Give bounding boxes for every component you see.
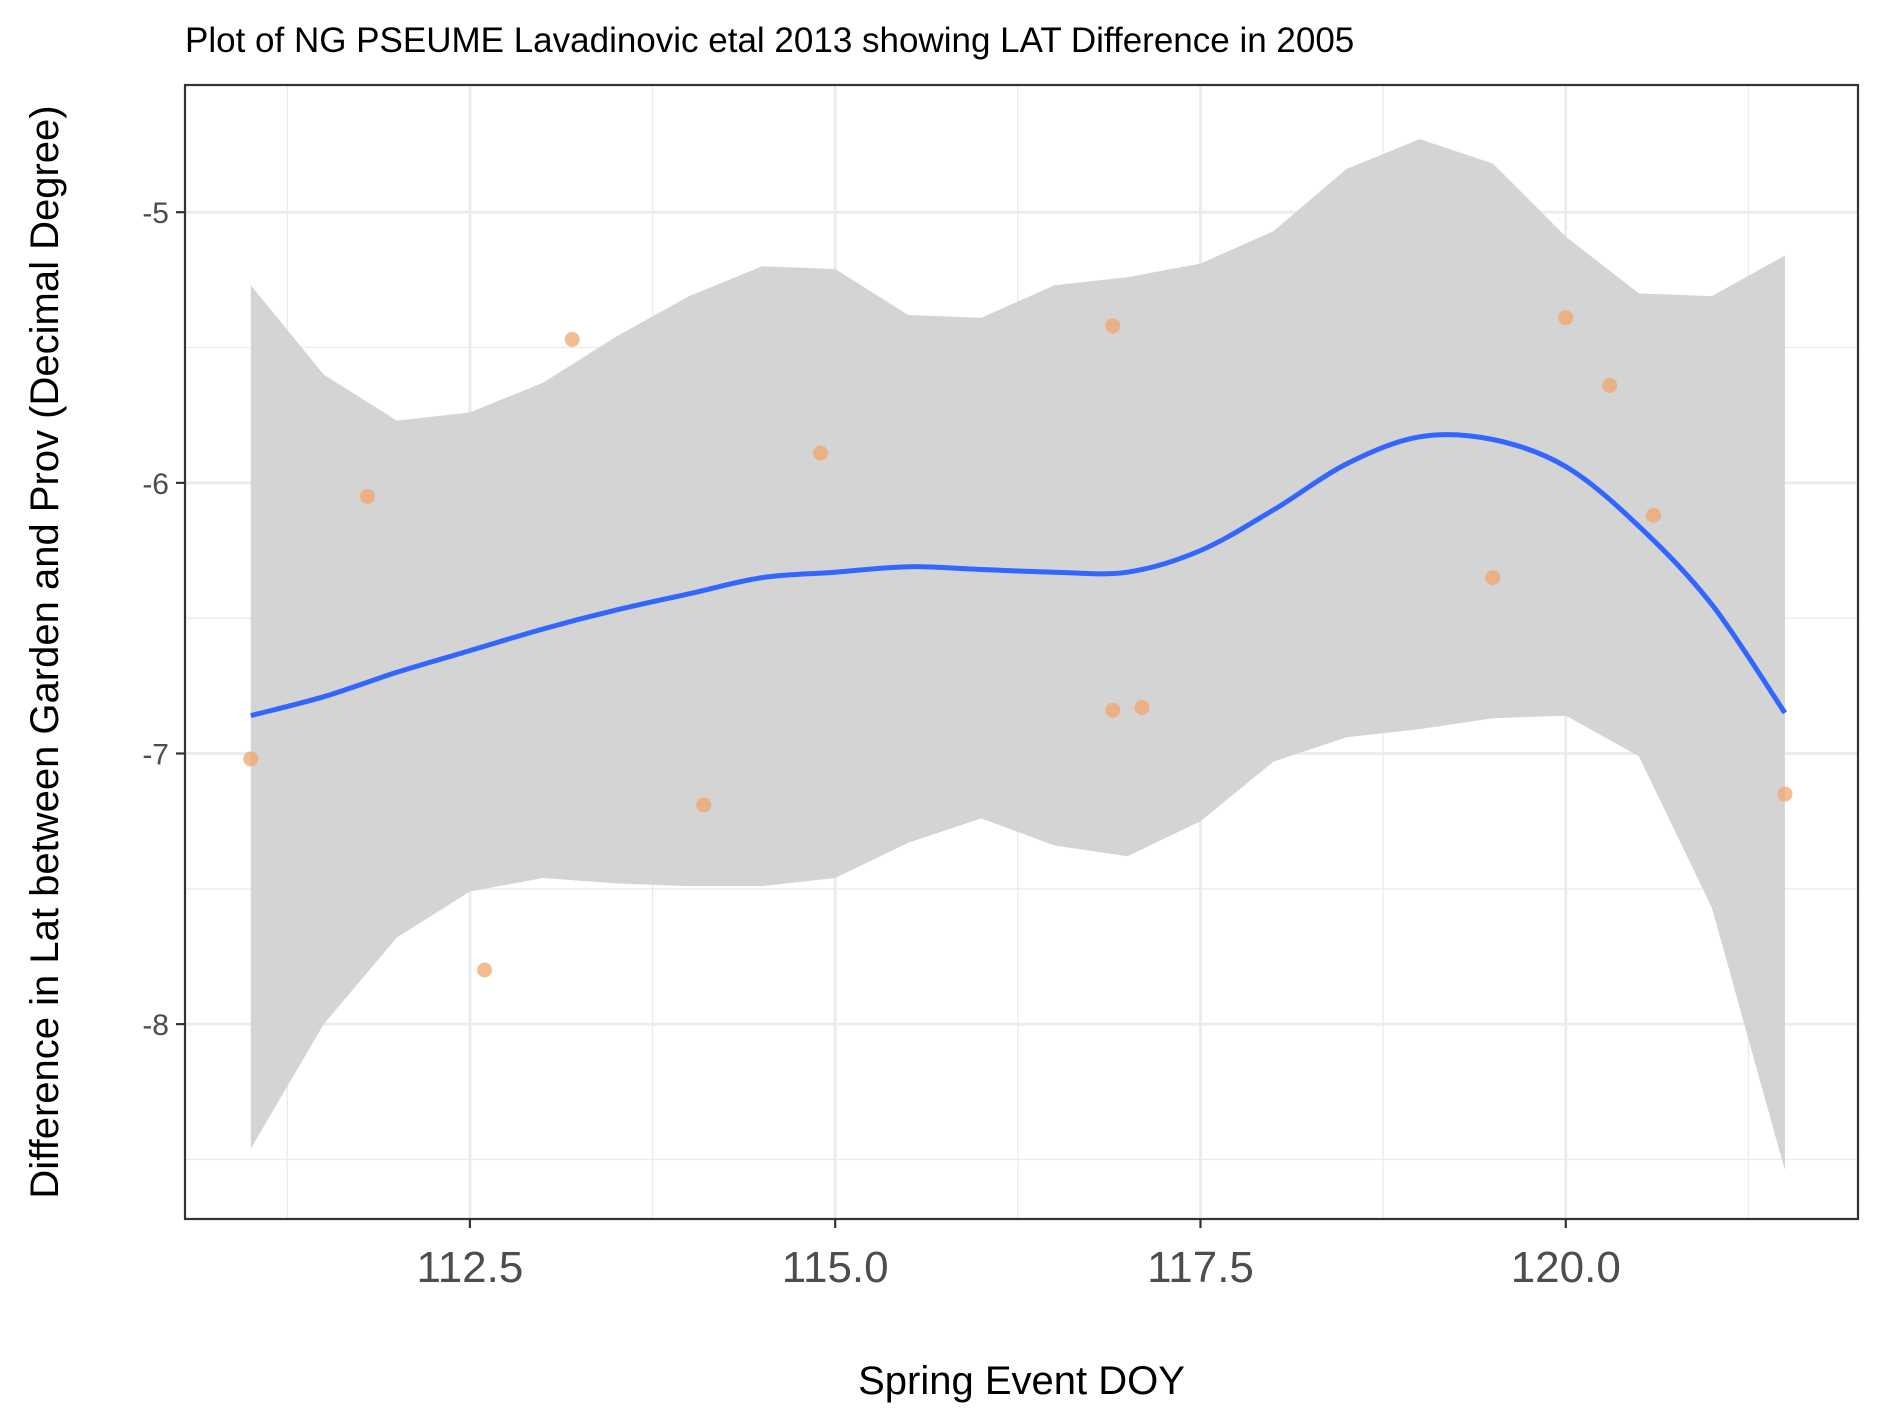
data-point [564, 331, 580, 347]
chart-title: Plot of NG PSEUME Lavadinovic etal 2013 … [185, 21, 1354, 60]
y-axis-ticks: -5 -6 -7 -8 [142, 197, 185, 1042]
y-tick-label: -5 [142, 197, 169, 230]
data-point [696, 797, 712, 813]
data-point [1558, 310, 1574, 326]
y-tick-label: -6 [142, 468, 169, 501]
data-point [243, 751, 259, 767]
confidence-band [250, 139, 1785, 1171]
y-axis-label: Difference in Lat between Garden and Pro… [23, 105, 67, 1198]
y-tick-label: -8 [142, 1009, 169, 1042]
data-point [1485, 570, 1501, 586]
data-point [1602, 377, 1618, 393]
x-tick-label: 117.5 [1147, 1243, 1254, 1292]
data-point [813, 445, 829, 461]
x-axis-label: Spring Event DOY [858, 1359, 1185, 1403]
data-point [1777, 786, 1793, 802]
plot-panel [183, 83, 1860, 1221]
smooth-line [250, 432, 1787, 719]
smooth-line-layer [250, 432, 1787, 719]
x-tick-label: 115.0 [782, 1243, 889, 1292]
confidence-band-layer [250, 139, 1785, 1171]
data-point [360, 488, 376, 504]
data-point [1645, 507, 1661, 523]
y-tick-label: -7 [142, 738, 169, 771]
data-point [1105, 318, 1121, 334]
data-point [477, 962, 493, 978]
panel-border [183, 83, 1860, 1221]
data-point [1134, 699, 1150, 715]
x-axis-ticks: 112.5 115.0 117.5 120.0 [416, 1219, 1621, 1292]
x-tick-label: 112.5 [416, 1243, 523, 1292]
x-tick-label: 120.0 [1511, 1243, 1621, 1292]
points-layer [243, 310, 1793, 978]
data-point [1105, 702, 1121, 718]
